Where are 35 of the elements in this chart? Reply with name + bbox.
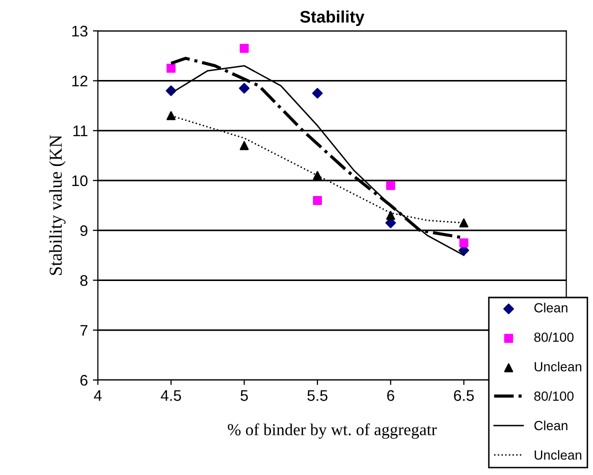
y-tick-label: 12 — [72, 76, 88, 86]
x-tick-label: 5 — [240, 390, 248, 401]
point — [459, 238, 468, 248]
x-tick-label: 6 — [387, 390, 394, 401]
x-tick-label: 4.5 — [160, 390, 182, 401]
legend-label: 80/100 — [534, 391, 574, 401]
y-axis-title: Stability value (KN — [49, 135, 66, 275]
x-tick-label: 6.5 — [454, 390, 474, 401]
y-tick-label: 9 — [80, 225, 88, 236]
legend-label: Clean — [534, 302, 568, 312]
y-tick-label: 10 — [72, 175, 88, 186]
x-axis-title: % of binder by wt. of aggregatr — [228, 423, 437, 439]
chart-title: Stability — [300, 10, 364, 26]
y-tick-label: 13 — [72, 26, 88, 37]
y-tick-label: 8 — [80, 275, 88, 286]
point — [240, 141, 249, 150]
y-tick-label: 11 — [73, 126, 88, 136]
x-tick-label: 4 — [94, 390, 102, 401]
point — [312, 196, 322, 205]
legend-label: Unclean — [534, 362, 582, 372]
point — [312, 171, 322, 180]
point — [240, 44, 249, 53]
y-tick-label: 6 — [80, 374, 88, 386]
point — [166, 64, 176, 73]
point — [166, 111, 176, 120]
point — [386, 210, 396, 220]
legend-label: Clean — [534, 420, 568, 430]
legend-label: Unclean — [534, 450, 582, 460]
point — [386, 180, 396, 190]
x-tick-label: 5.5 — [307, 390, 328, 401]
point — [238, 82, 250, 94]
point — [459, 218, 468, 228]
y-tick-label: 7 — [80, 325, 88, 336]
legend-label: 80/100 — [534, 332, 574, 342]
point — [312, 88, 323, 99]
